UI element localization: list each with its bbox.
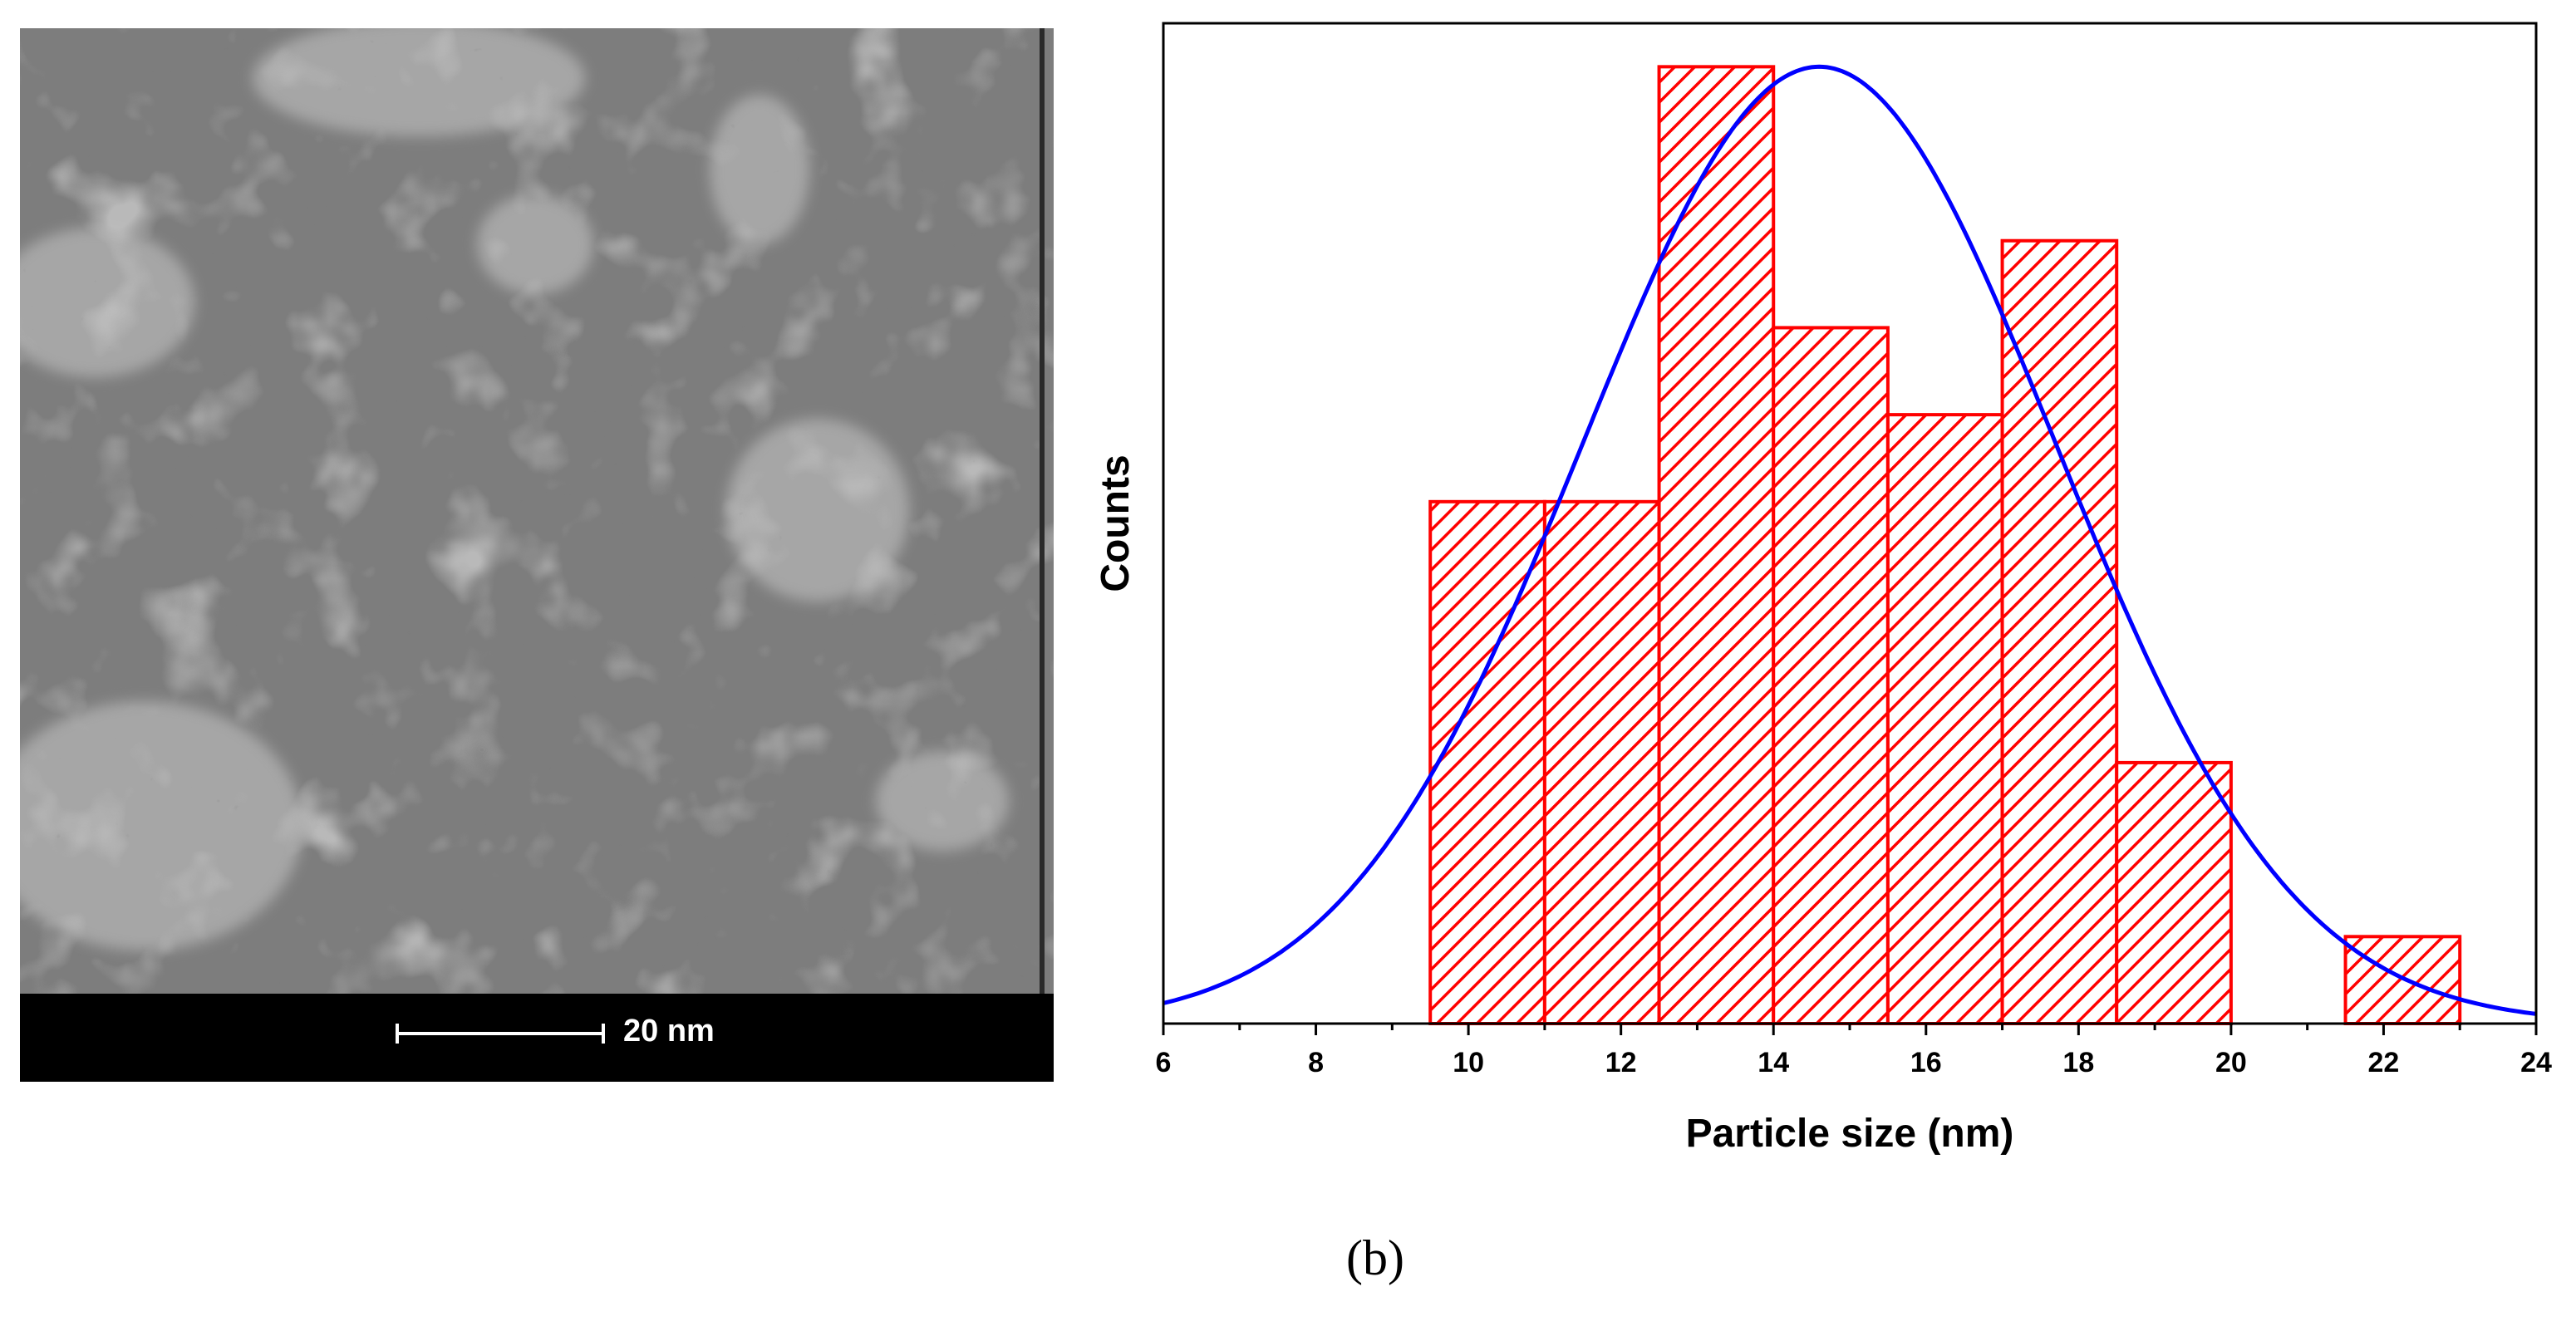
scale-bar-label: 20 nm <box>623 1014 715 1049</box>
x-axis-ticks: 6 8 10 12 14 16 18 20 22 24 <box>1156 1024 2552 1078</box>
x-tick-label-12: 12 <box>1605 1047 1637 1078</box>
x-axis-title: Particle size (nm) <box>1686 1112 2014 1156</box>
particle-size-histogram: 6 8 10 12 14 16 18 20 22 24 Particle size (nm) Co… <box>1094 22 2552 1156</box>
x-tick-label-8: 8 <box>1308 1047 1324 1078</box>
scale-bar-cap-right <box>602 1024 605 1044</box>
gaussian-fit-curve <box>1163 64 2537 1016</box>
scale-bar-strip: 20 nm <box>20 994 1054 1082</box>
x-tick-label-18: 18 <box>2062 1047 2094 1078</box>
y-axis-title: Counts <box>1094 454 1138 592</box>
histogram-bar-2 <box>1657 65 1776 1026</box>
x-tick-label-20: 20 <box>2215 1047 2247 1078</box>
scale-bar-cap-left <box>396 1024 399 1044</box>
x-tick-label-24: 24 <box>2520 1047 2552 1078</box>
tem-micrograph: 20 nm <box>20 28 1054 1082</box>
x-tick-label-22: 22 <box>2368 1047 2400 1078</box>
histogram-bar-5 <box>2000 238 2119 1025</box>
histogram-bars <box>1428 65 2462 1026</box>
histogram-bar-3 <box>1772 326 1890 1026</box>
histogram-bar-1 <box>1542 499 1661 1025</box>
x-tick-label-16: 16 <box>1910 1047 1942 1078</box>
histogram-bar-6 <box>2115 760 2233 1025</box>
x-tick-label-14: 14 <box>1757 1047 1789 1078</box>
x-tick-label-6: 6 <box>1156 1047 1172 1078</box>
x-tick-label-10: 10 <box>1453 1047 1484 1078</box>
tem-image-texture <box>20 28 1054 994</box>
panel-label: (b) <box>1346 1230 1404 1285</box>
scale-bar <box>397 1032 603 1035</box>
histogram-bar-4 <box>1885 413 2004 1025</box>
